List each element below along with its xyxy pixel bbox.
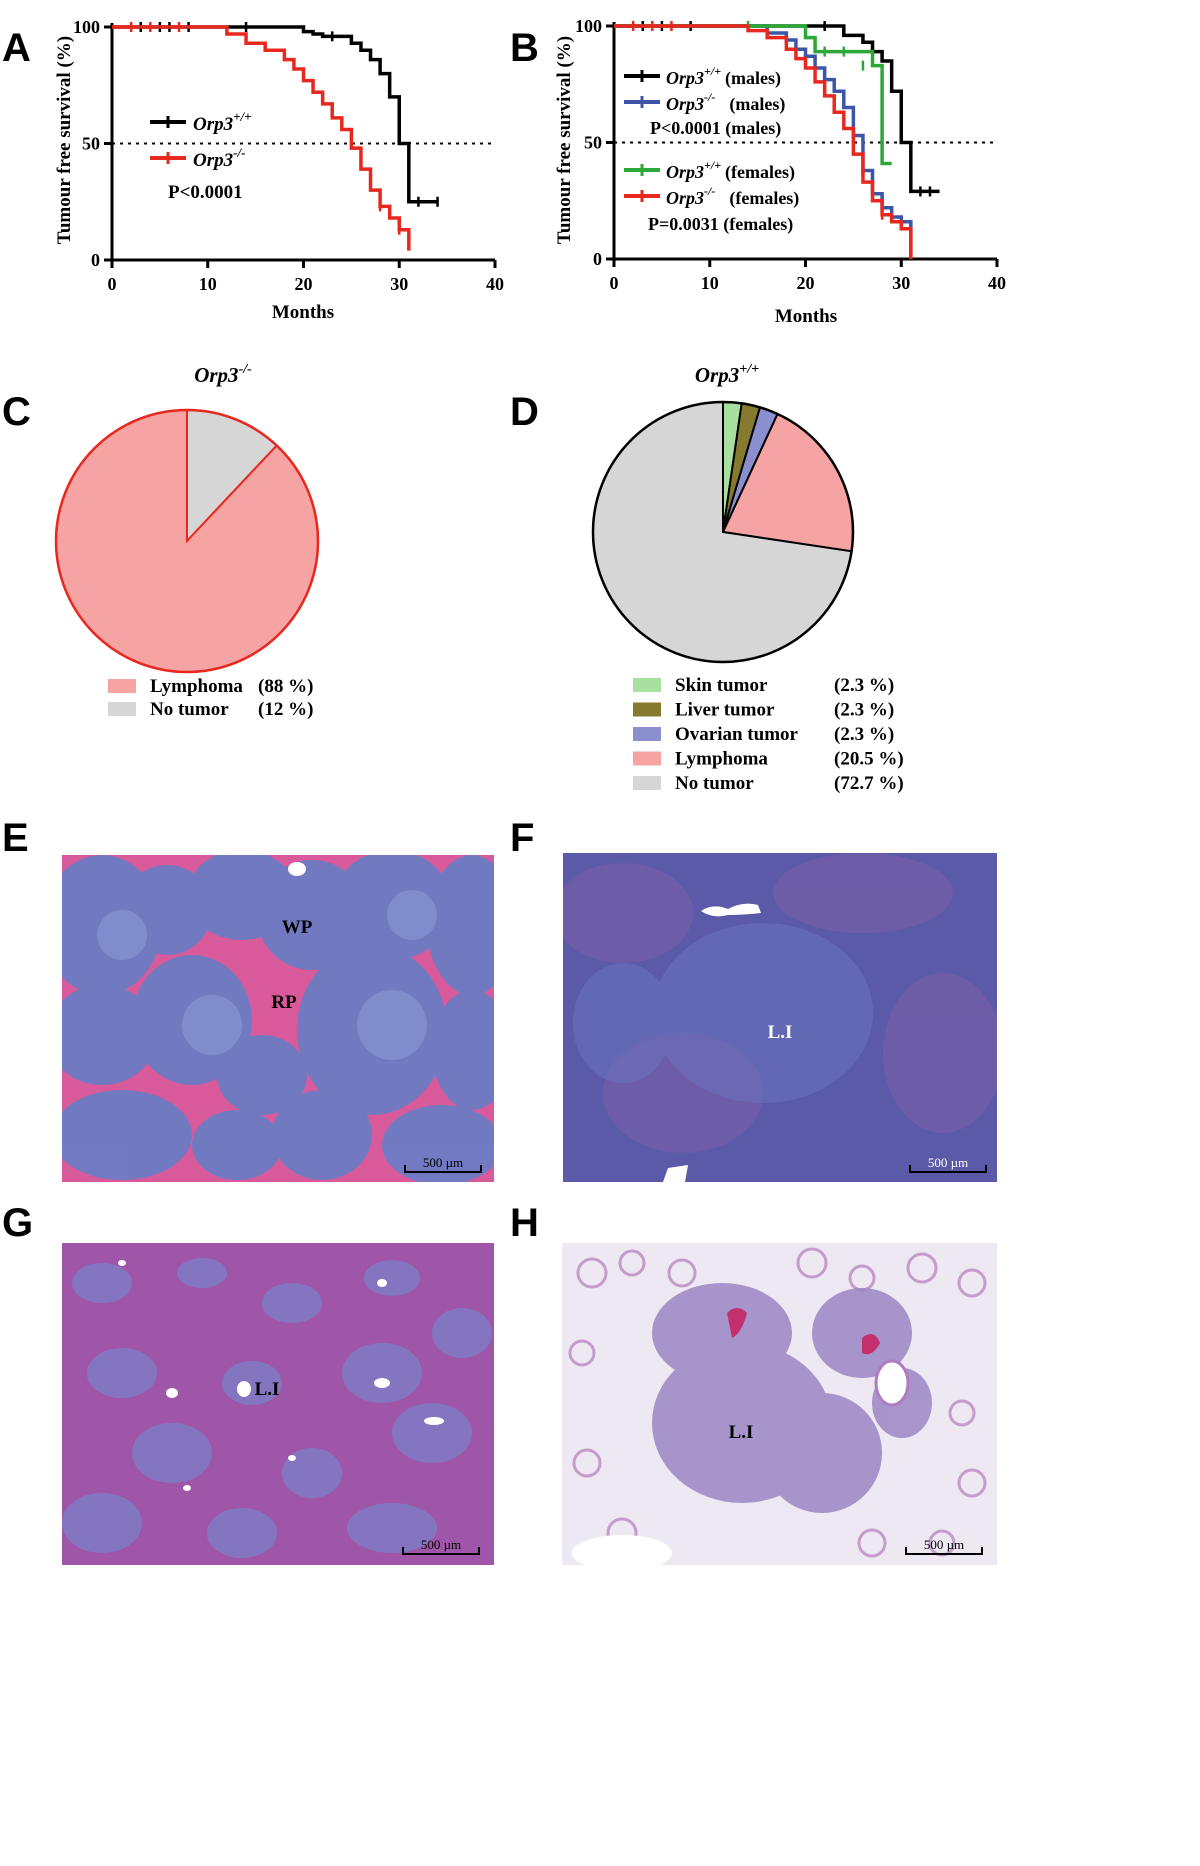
legend-percent: (2.3 %) — [834, 675, 894, 696]
scale-bar-label: 500 µm — [421, 1537, 461, 1552]
x-axis-label: Months — [775, 306, 837, 327]
legend: Orp3+/+ (males) Orp3-/- (males) P<0.0001 (… — [624, 64, 799, 235]
pie-slices — [592, 400, 854, 663]
y-axis-label: Tumour free survival (%) — [554, 36, 575, 244]
legend-swatch — [633, 751, 661, 766]
pie-slices — [55, 408, 319, 673]
legend-label: Skin tumor — [675, 675, 768, 696]
histology-image-g: L.I 500 µm — [62, 1243, 494, 1565]
survival-curve-2 — [614, 24, 892, 166]
x-tick-label: 20 — [295, 274, 313, 294]
legend-label: Ovarian tumor — [675, 724, 799, 745]
region-label: RP — [271, 992, 297, 1013]
scale-bar-label: 500 µm — [928, 1155, 968, 1170]
y-tick-label: 100 — [73, 17, 100, 37]
legend-swatch — [633, 702, 661, 717]
x-tick-label: 40 — [988, 273, 1006, 293]
region-label: WP — [282, 917, 313, 938]
legend-label-wild-type-females: Orp3+/+ (females) — [666, 158, 795, 183]
pie-slice-0 — [55, 408, 319, 673]
region-label: L.I — [729, 1422, 754, 1443]
survival-curve-0 — [112, 25, 438, 204]
legend-label-knockout: Orp3-/- — [193, 145, 245, 171]
panel-letter-a: A — [2, 26, 31, 70]
x-axis-label: Months — [272, 302, 334, 323]
scale-bar-label: 500 µm — [924, 1537, 964, 1552]
x-tick-label: 10 — [701, 273, 719, 293]
pie-outline — [54, 408, 320, 674]
legend-label: Lymphoma — [150, 676, 243, 697]
legend-swatch — [633, 776, 661, 790]
survival-curve-3 — [614, 24, 913, 259]
legend-percent: (88 %) — [258, 676, 313, 697]
x-tick-label: 10 — [199, 274, 217, 294]
pie-chart-c: Orp3-/- Lymphoma (88 %) No tumor (12 %) — [54, 362, 320, 720]
legend: Orp3+/+ Orp3-/- P<0.0001 — [150, 109, 252, 203]
legend-percent: (12 %) — [258, 699, 313, 720]
legend-swatch — [633, 678, 661, 692]
x-tick-label: 30 — [892, 273, 910, 293]
x-tick-label: 40 — [486, 274, 504, 294]
x-tick-label: 30 — [390, 274, 408, 294]
y-axis-label: Tumour free survival (%) — [54, 36, 75, 244]
pie-title: Orp3+/+ — [695, 362, 759, 387]
legend-label-knockout-males: Orp3-/- (males) — [666, 90, 785, 115]
legend-swatch — [633, 727, 661, 741]
legend-label: Lymphoma — [675, 749, 768, 770]
y-tick-label: 100 — [575, 16, 602, 36]
legend-label-wild-type: Orp3+/+ — [193, 109, 252, 135]
survival-curve-1 — [112, 25, 411, 251]
survival-chart-a: Tumour free survival (%) Months Orp3+/+ … — [54, 17, 504, 323]
pie-chart-d: Orp3+/+ Skin tumor (2.3 %) Liver tumor (2.3… — [591, 362, 904, 794]
pie-title: Orp3-/- — [194, 362, 252, 387]
panel-letter-b: B — [510, 26, 539, 70]
x-tick-label: 20 — [797, 273, 815, 293]
y-tick-label: 50 — [82, 134, 100, 154]
legend-label: No tumor — [150, 699, 229, 720]
survival-curve-0 — [614, 24, 940, 194]
panel-letter-e: E — [2, 816, 29, 860]
x-tick-label: 0 — [108, 274, 117, 294]
survival-chart-b: Tumour free survival (%) Months Orp3+/+(… — [554, 16, 1006, 327]
legend-percent: (2.3 %) — [834, 700, 894, 721]
legend-percent: (20.5 %) — [834, 749, 904, 770]
region-label: L.I — [768, 1022, 793, 1043]
p-value-males: P<0.0001 (males) — [650, 118, 781, 139]
panel-letter-d: D — [510, 390, 539, 434]
panel-letter-h: H — [510, 1201, 539, 1245]
pie-outline — [591, 400, 855, 664]
y-tick-label: 50 — [584, 133, 602, 153]
legend-percent: (72.7 %) — [834, 773, 904, 794]
y-tick-label: 0 — [593, 249, 602, 269]
histology-image-f: L.I 500 µm — [563, 853, 997, 1182]
legend-label: No tumor — [675, 773, 754, 794]
panel-letter-g: G — [2, 1201, 34, 1245]
y-tick-label: 0 — [91, 250, 100, 270]
scale-bar-label: 500 µm — [423, 1155, 463, 1170]
x-tick-label: 0 — [610, 273, 619, 293]
legend-label: Liver tumor — [675, 700, 775, 721]
legend-swatch — [108, 702, 136, 716]
p-value-annotation: P<0.0001 — [168, 182, 243, 203]
panel-letter-c: C — [2, 390, 31, 434]
legend-percent: (2.3 %) — [834, 724, 894, 745]
legend-label-wild-type-males: Orp3+/+ (males) — [666, 64, 781, 89]
histology-image-h: L.I 500 µm — [562, 1243, 997, 1565]
p-value-females: P=0.0031 (females) — [648, 214, 793, 235]
region-label: L.I — [255, 1379, 280, 1400]
legend-swatch — [108, 679, 136, 693]
panel-letter-f: F — [510, 816, 535, 860]
legend-label-knockout-females: Orp3-/- (females) — [666, 184, 799, 209]
histology-image-e: WP RP 500 µm — [62, 855, 494, 1182]
